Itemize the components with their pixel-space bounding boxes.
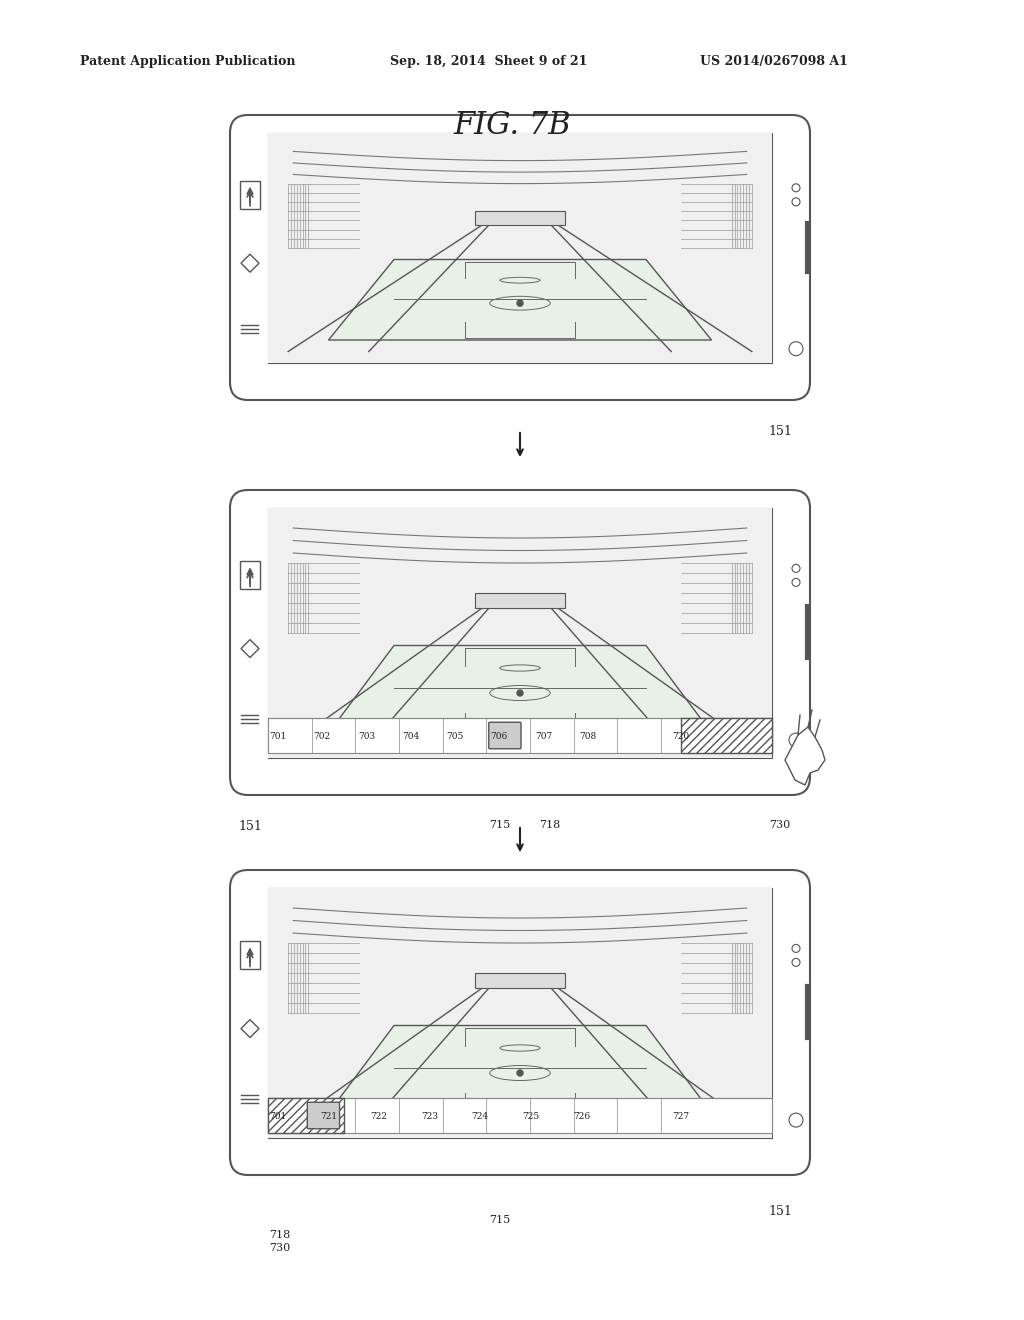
Text: 151: 151	[768, 425, 792, 438]
Text: 718: 718	[540, 820, 560, 830]
Polygon shape	[241, 255, 259, 272]
FancyBboxPatch shape	[240, 181, 260, 209]
Bar	[268, 1098, 344, 1133]
FancyBboxPatch shape	[230, 115, 810, 400]
Bar	[268, 1098, 772, 1133]
Text: 726: 726	[572, 1113, 590, 1121]
Circle shape	[790, 733, 803, 747]
Circle shape	[517, 690, 523, 696]
Text: 701: 701	[269, 733, 287, 742]
Text: US 2014/0267098 A1: US 2014/0267098 A1	[700, 55, 848, 69]
Polygon shape	[329, 645, 712, 733]
Bar	[268, 888, 772, 1138]
Text: 730: 730	[269, 1243, 291, 1253]
Circle shape	[792, 578, 800, 586]
Bar	[268, 718, 772, 752]
Text: 718: 718	[269, 1230, 291, 1239]
Text: 151: 151	[238, 820, 262, 833]
Circle shape	[517, 1071, 523, 1076]
FancyBboxPatch shape	[268, 888, 772, 1138]
Polygon shape	[241, 1019, 259, 1038]
FancyBboxPatch shape	[230, 490, 810, 795]
Polygon shape	[329, 1026, 712, 1113]
Bar	[475, 593, 565, 609]
Text: 715: 715	[489, 820, 511, 830]
Circle shape	[517, 300, 523, 306]
Text: 721: 721	[321, 1113, 337, 1121]
FancyBboxPatch shape	[268, 508, 772, 758]
FancyBboxPatch shape	[488, 722, 521, 748]
Circle shape	[792, 944, 800, 953]
Text: 722: 722	[371, 1113, 388, 1121]
Circle shape	[792, 958, 800, 966]
Text: FIG. 7B: FIG. 7B	[454, 110, 570, 141]
Text: 725: 725	[522, 1113, 540, 1121]
Circle shape	[790, 1113, 803, 1127]
Text: 707: 707	[535, 733, 552, 742]
Bar	[268, 508, 772, 758]
Circle shape	[792, 565, 800, 573]
Text: Patent Application Publication: Patent Application Publication	[80, 55, 296, 69]
Text: 702: 702	[313, 733, 331, 742]
Text: Sep. 18, 2014  Sheet 9 of 21: Sep. 18, 2014 Sheet 9 of 21	[390, 55, 588, 69]
FancyBboxPatch shape	[268, 133, 772, 363]
Bar	[268, 133, 772, 363]
Polygon shape	[785, 727, 825, 785]
Text: 705: 705	[446, 733, 464, 742]
FancyBboxPatch shape	[307, 1102, 340, 1129]
Text: 704: 704	[402, 733, 420, 742]
Bar	[475, 973, 565, 987]
Text: 708: 708	[579, 733, 596, 742]
Bar	[475, 211, 565, 224]
Text: 720: 720	[673, 733, 690, 742]
Bar	[681, 718, 772, 752]
FancyBboxPatch shape	[240, 941, 260, 969]
Text: 723: 723	[421, 1113, 438, 1121]
Circle shape	[792, 183, 800, 191]
Text: 703: 703	[358, 733, 375, 742]
Text: 727: 727	[673, 1113, 690, 1121]
Text: 715: 715	[489, 1214, 511, 1225]
Text: 706: 706	[490, 733, 508, 742]
Text: 151: 151	[768, 1205, 792, 1218]
Text: 701: 701	[269, 1113, 287, 1121]
Text: 724: 724	[472, 1113, 488, 1121]
Circle shape	[792, 198, 800, 206]
Circle shape	[790, 342, 803, 355]
Polygon shape	[329, 260, 712, 341]
Text: 730: 730	[769, 820, 791, 830]
Polygon shape	[241, 640, 259, 657]
FancyBboxPatch shape	[230, 870, 810, 1175]
FancyBboxPatch shape	[240, 561, 260, 590]
